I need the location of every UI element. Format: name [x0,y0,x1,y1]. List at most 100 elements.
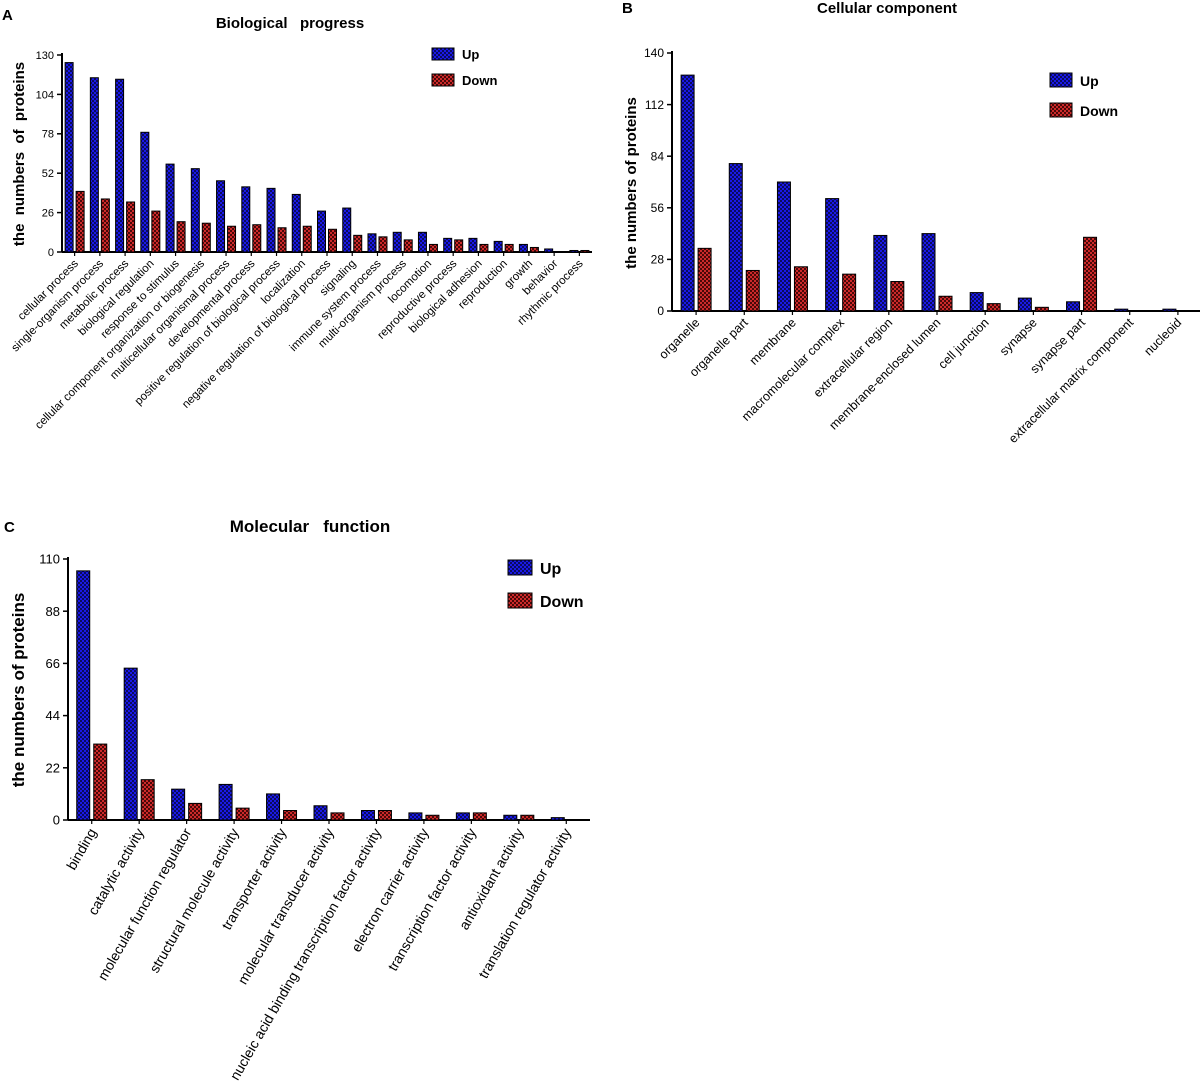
bar-up-biological-adhesion [468,237,478,253]
bar-up-synapse [1017,297,1032,312]
bar-down-localization [302,225,312,253]
bar-up-catalytic-activity [123,667,138,821]
legend-swatch-down [1049,102,1073,118]
legend-label-up: Up [1080,73,1099,89]
legend-swatch-up [507,559,533,576]
bar-up-molecular-function-regulator [171,788,186,821]
y-tick-label: 78 [42,129,54,141]
bar-down-membrane [793,266,808,312]
bar-up-antioxidant-activity [503,814,518,821]
bar-up-behavior [544,248,554,253]
bar-down-molecular-transducer-activity [330,812,345,821]
bar-up-synapse-part [1066,301,1081,312]
x-category-label: molecular transducer activity [234,825,337,987]
chart-title: Biological progress [216,15,364,32]
bar-down-binding [93,743,108,821]
bar-up-cellular-process [64,62,74,253]
bar-down-negative-regulation-of-biological-process [328,228,337,253]
x-category-label: binding [63,825,99,872]
bar-down-organelle-part [745,269,760,312]
bar-up-translation-regulator-activity [550,817,565,821]
y-tick-label: 112 [645,98,664,112]
bar-up-electron-carrier-activity [408,812,423,821]
bar-down-organelle [697,247,712,312]
bar-down-single-organism-process [100,198,110,253]
bar-up-metabolic-process [115,78,125,253]
y-axis-label: the numbers of proteins [11,62,28,246]
legend-swatch-down [431,73,455,87]
y-tick-label: 84 [651,149,665,163]
bar-up-rhythmic-process [569,249,579,253]
panel-letter: B [622,0,633,17]
legend-label-down: Down [462,73,497,88]
x-category-label: cell junction [936,316,992,372]
bar-up-response-to-stimulus [165,163,175,253]
bar-down-cellular-process [75,190,85,253]
bar-down-electron-carrier-activity [425,814,440,821]
bar-down-molecular-function-regulator [188,802,203,821]
bar-up-single-organism-process [89,77,99,253]
bar-up-extracellular-matrix-component [1114,308,1129,312]
bar-up-growth [518,243,528,253]
bar-up-cell-junction [969,292,984,312]
y-tick-label: 130 [36,50,54,62]
x-category-label: organelle [656,316,702,362]
y-tick-label: 88 [46,604,60,619]
bar-up-developmental-process [241,186,251,253]
bar-up-organelle-part [728,163,743,312]
bar-up-extracellular-region [873,234,888,312]
bar-down-immune-system-process [378,236,388,253]
bar-up-signaling [342,207,352,253]
bar-down-nucleic-acid-binding-transcription-factor-activity [377,810,392,821]
bar-down-structural-molecule-activity [235,807,250,821]
bar-down-transcription-factor-activity [472,812,487,821]
x-category-label: translation regulator activity [475,825,574,981]
bar-up-biological-regulation [140,131,150,253]
bar-up-negative-regulation-of-biological-process [317,210,326,253]
legend-label-down: Down [540,594,584,611]
legend-label-down: Down [1080,103,1118,119]
y-axis-label: the numbers of proteins [9,593,28,788]
x-category-label: membrane [747,316,799,368]
bar-down-metabolic-process [126,201,136,253]
bar-up-reproduction [493,240,503,253]
bar-down-reproduction [504,243,514,253]
bar-down-multicellular-organismal-process [227,225,237,253]
bar-down-antioxidant-activity [520,814,535,821]
y-tick-label: 0 [48,247,54,259]
bar-down-catalytic-activity [140,779,155,821]
bar-up-multi-organism-process [392,231,402,253]
bar-down-cellular-component-organization-or-biogenesis [201,222,211,253]
bar-down-response-to-stimulus [176,221,186,253]
bar-up-reproductive-process [443,237,453,253]
bar-down-reproductive-process [454,239,464,253]
y-tick-label: 104 [36,89,54,101]
bar-down-positive-regulation-of-biological-process [277,227,287,253]
legend-swatch-down [507,592,533,609]
bar-up-nucleoid [1162,308,1177,312]
legend-swatch-up [431,47,455,61]
y-tick-label: 140 [644,46,664,60]
bar-up-transporter-activity [266,793,281,821]
y-tick-label: 22 [46,760,60,775]
bar-down-cell-junction [986,303,1001,312]
y-tick-label: 52 [42,168,54,180]
y-tick-label: 66 [46,656,60,671]
chart-title: Cellular component [817,0,957,17]
y-tick-label: 0 [657,304,664,318]
bar-up-membrane-enclosed-lumen [921,233,936,312]
legend-swatch-up [1049,72,1073,88]
y-tick-label: 26 [42,207,54,219]
bar-up-macromolecular-complex [825,198,840,312]
panel-c-molecular-function: C Molecular function the numbers of protei… [4,517,590,1083]
bar-up-structural-molecule-activity [218,783,233,821]
bar-up-multicellular-organismal-process [216,180,226,253]
x-category-label: transcription factor activity [384,825,479,973]
bar-up-nucleic-acid-binding-transcription-factor-activity [360,810,375,821]
bar-up-transcription-factor-activity [455,812,470,821]
bar-down-extracellular-region [890,281,905,312]
panel-b-cellular-component: B Cellular component the numbers of protei… [622,0,1200,446]
bar-down-biological-adhesion [479,243,489,253]
panel-a-biological-progress: A Biological progress the numbers of prote… [2,7,592,432]
